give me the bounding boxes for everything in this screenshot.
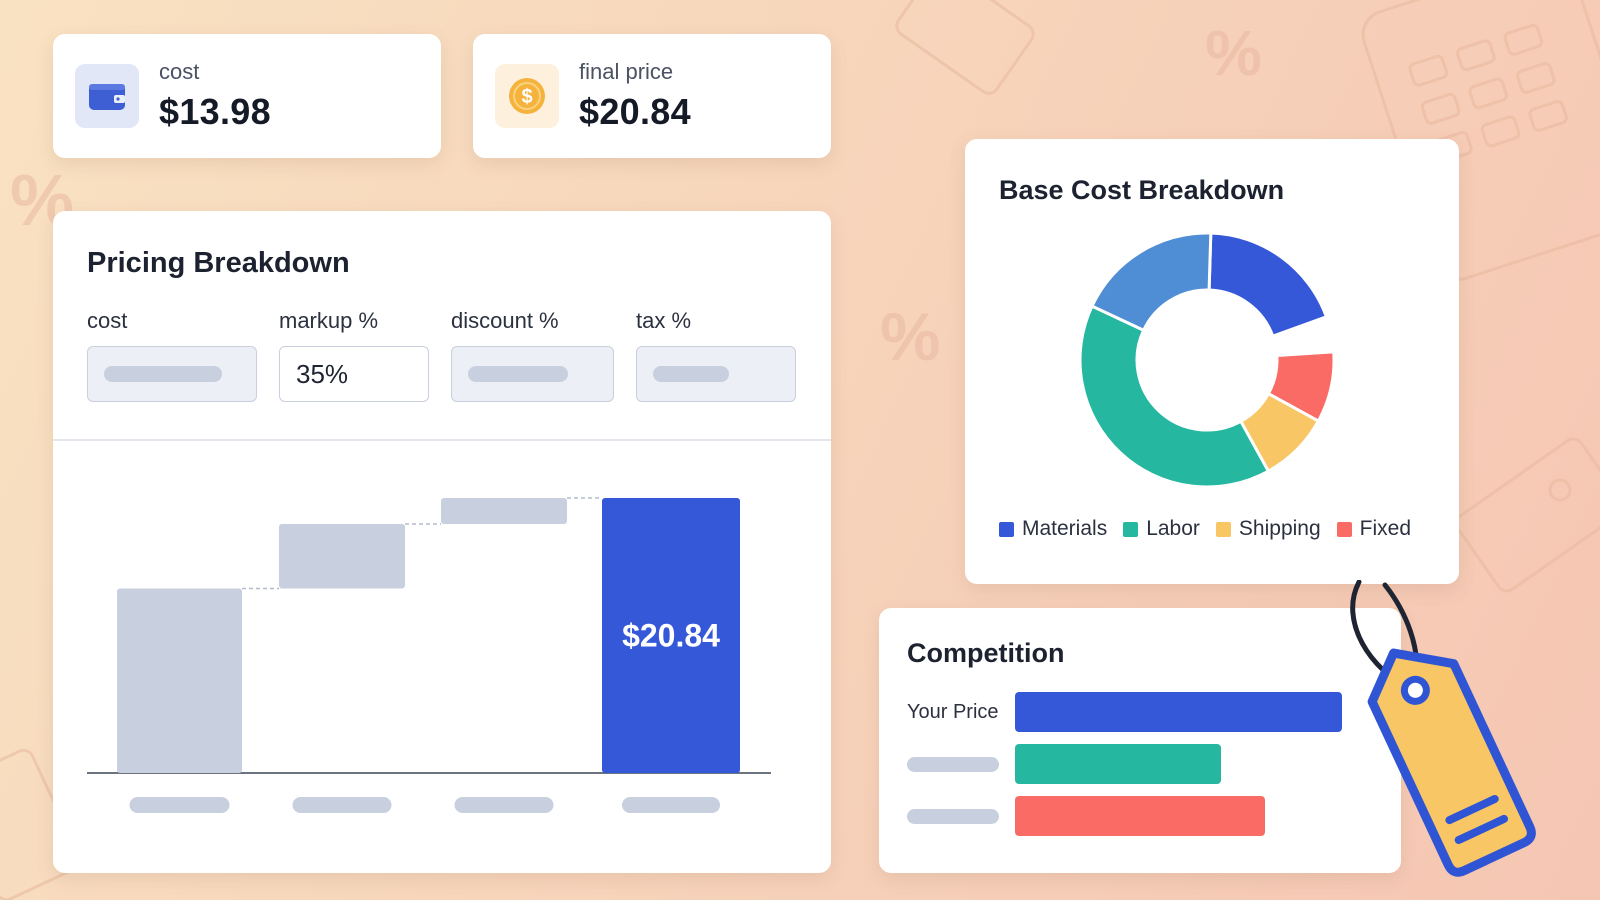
legend-swatch-shipping xyxy=(1215,521,1231,537)
waterfall-bar-1 xyxy=(117,588,242,773)
x-tick-placeholder xyxy=(622,797,720,813)
pricing-waterfall-chart: $20.84 xyxy=(87,497,771,813)
final-price-stat-value: $20.84 xyxy=(579,91,691,132)
svg-text:$: $ xyxy=(521,86,532,108)
final-price-stat-card: $ final price $20.84 xyxy=(473,34,831,158)
legend-label-materials: Materials xyxy=(1022,517,1108,540)
price-tag-icon xyxy=(1350,580,1536,877)
competition-title: Competition xyxy=(907,638,1065,668)
markup-field-label: markup % xyxy=(279,308,379,333)
competition-row-label-placeholder xyxy=(907,808,1015,824)
discount-field[interactable] xyxy=(451,346,614,402)
competition-row-3 xyxy=(907,796,1265,836)
tax-field-placeholder xyxy=(653,366,729,382)
competition-row-label-placeholder xyxy=(907,756,1015,772)
competition-bar-3 xyxy=(1015,796,1265,836)
discount-field-label: discount % xyxy=(451,308,559,333)
pricing-divider xyxy=(53,439,831,441)
svg-text:%: % xyxy=(1205,17,1262,89)
legend-swatch-fixed xyxy=(1336,521,1352,537)
base-cost-legend: Materials Labor Shipping Fixed xyxy=(999,517,1411,541)
legend-swatch-materials xyxy=(999,521,1014,537)
waterfall-bar-3 xyxy=(441,498,567,524)
legend-item-shipping: Shipping xyxy=(1215,517,1321,541)
tax-field[interactable] xyxy=(636,346,796,402)
competition-bar-2 xyxy=(1015,744,1221,784)
competition-row-2 xyxy=(907,744,1221,784)
base-cost-title: Base Cost Breakdown xyxy=(999,175,1285,205)
cost-stat-value: $13.98 xyxy=(159,91,271,132)
legend-label-shipping: Shipping xyxy=(1238,517,1321,540)
markup-field-value: 35% xyxy=(296,358,349,389)
competition-row-your-price: Your Price xyxy=(907,692,1342,732)
wallet-icon xyxy=(89,84,125,110)
cost-field-placeholder xyxy=(104,366,222,382)
wallet-icon-tile xyxy=(75,64,139,128)
waterfall-bar-2 xyxy=(279,523,405,589)
cost-field-label: cost xyxy=(87,308,128,333)
base-cost-donut-chart xyxy=(1078,231,1336,489)
dollar-coin-icon: $ xyxy=(509,78,545,114)
svg-text:%: % xyxy=(880,299,940,375)
final-price-stat-label: final price xyxy=(579,59,674,84)
donut-slice-labor xyxy=(1078,304,1271,489)
legend-swatch-labor xyxy=(1123,521,1139,537)
x-tick-placeholder xyxy=(129,797,230,813)
waterfall-bar-final xyxy=(602,498,740,773)
legend-label-fixed: Fixed xyxy=(1359,517,1412,540)
dollar-coin-icon-tile: $ xyxy=(495,64,559,128)
pricing-breakdown-card: Pricing Breakdown cost markup % 35% disc… xyxy=(53,211,831,873)
x-tick-placeholder xyxy=(292,797,392,813)
tax-field-label: tax % xyxy=(636,308,692,333)
markup-field[interactable]: 35% xyxy=(279,346,429,402)
base-cost-card: Base Cost Breakdown Materials Labor Ship… xyxy=(965,139,1459,584)
donut-slice-other-5 xyxy=(1090,231,1213,333)
legend-item-fixed: Fixed xyxy=(1336,517,1412,541)
discount-field-placeholder xyxy=(468,366,568,382)
waterfall-bar-final-label: $20.84 xyxy=(622,618,720,654)
pricing-breakdown-title: Pricing Breakdown xyxy=(87,247,350,279)
legend-item-labor: Labor xyxy=(1123,517,1200,541)
legend-label-labor: Labor xyxy=(1146,517,1200,540)
x-tick-placeholder xyxy=(454,797,554,813)
donut-slice-materials xyxy=(1207,231,1329,339)
competition-card: Competition Your Price xyxy=(879,608,1401,873)
competition-bar-your-price xyxy=(1015,692,1342,732)
competition-row-label: Your Price xyxy=(907,700,999,723)
cost-stat-label: cost xyxy=(159,59,200,84)
cost-stat-card: cost $13.98 xyxy=(53,34,441,158)
legend-item-materials: Materials xyxy=(999,517,1107,541)
cost-field[interactable] xyxy=(87,346,257,402)
